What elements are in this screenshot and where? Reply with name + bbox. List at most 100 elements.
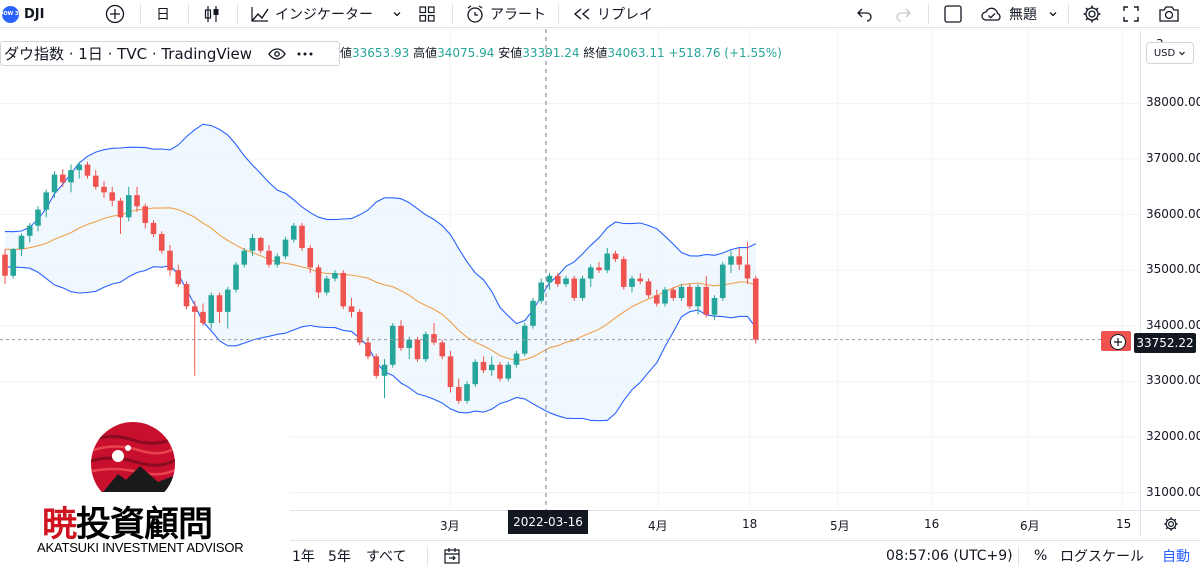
low-value: 33391.24 (522, 46, 580, 60)
candle-body (191, 306, 198, 312)
price-axis-label: 37000.00 (1146, 151, 1200, 165)
add-order-button[interactable] (1110, 334, 1126, 350)
candle-body (356, 311, 363, 343)
cloud-check-icon (981, 7, 1001, 21)
auto-scale-toggle[interactable]: 自動 (1162, 541, 1190, 570)
candle-body (373, 356, 380, 376)
percent-label: % (1034, 548, 1048, 564)
time-label: 3月 (440, 519, 460, 533)
alert-button[interactable]: アラート (465, 0, 546, 28)
clock-timezone-button[interactable]: 08:57:06 (UTC+9) (886, 541, 1013, 570)
candle-body (422, 334, 429, 360)
candle-body (381, 364, 388, 376)
candle-body (670, 289, 677, 298)
chart-type-button[interactable] (203, 0, 221, 28)
axis-settings-button[interactable] (1140, 510, 1200, 536)
indicators-icon (251, 7, 269, 22)
layout-dropdown[interactable] (1048, 0, 1058, 28)
settings-button[interactable] (1082, 0, 1102, 28)
top-toolbar: DOW 30 DJI 日 インジケーター アラート リプレイ (0, 0, 1200, 28)
candle-body (464, 384, 470, 401)
candle-body (224, 289, 231, 312)
undo-button[interactable] (856, 0, 874, 28)
indicators-dropdown[interactable] (392, 0, 402, 28)
fullscreen-icon (1123, 6, 1139, 22)
symbol-legend[interactable]: ダウ指数 · 1日 · TVC · TradingView (0, 41, 340, 66)
interval-label: 日 (156, 7, 170, 23)
candle-body (101, 186, 107, 193)
high-value: 34075.94 (437, 46, 495, 60)
snapshot-button[interactable] (1158, 0, 1180, 28)
open-value: 33653.93 (352, 46, 410, 60)
candle-body (175, 270, 182, 285)
candle-body (257, 237, 264, 251)
symbol-logo-icon: DOW 30 (0, 5, 22, 23)
candle-body (150, 222, 157, 235)
fullscreen-toggle[interactable] (943, 0, 963, 28)
percent-toggle[interactable]: % (1034, 541, 1047, 570)
layouts-button[interactable] (418, 0, 436, 28)
compare-add-button[interactable] (105, 0, 125, 28)
range-label: 1年 (292, 549, 315, 565)
candle-body (142, 206, 149, 223)
candle-body (365, 342, 371, 357)
date-range-button[interactable] (443, 541, 461, 570)
candle-body (68, 170, 74, 183)
range-label: すべて (366, 549, 407, 565)
candle-body (439, 342, 446, 357)
replay-icon (573, 8, 590, 20)
log-scale-toggle[interactable]: ログスケール (1060, 541, 1144, 570)
redo-button[interactable] (894, 0, 912, 28)
price-axis[interactable]: 3 38000.0037000.0036000.0035000.0034000.… (1140, 29, 1200, 510)
range-all-button[interactable]: すべて (366, 541, 406, 570)
candle-body (134, 195, 140, 207)
candle-body (645, 281, 652, 296)
candle-body (587, 267, 594, 279)
current-price-tag: 33752.22 (1134, 333, 1196, 353)
candle-body (538, 282, 545, 301)
alert-label: アラート (490, 7, 546, 23)
chevron-down-icon (393, 12, 401, 17)
candle-body (274, 256, 281, 265)
currency-button[interactable]: USD (1146, 42, 1194, 64)
candle-body (332, 272, 338, 279)
candle-body (505, 364, 512, 379)
ohlc-values: 値33653.93 高値34075.94 安値33391.24 終値34063.… (340, 44, 782, 61)
square-icon (944, 5, 962, 23)
price-axis-label: 31000.00 (1146, 484, 1200, 499)
symbol-search[interactable]: DOW 30 DJI (0, 0, 45, 28)
crosshair-date-tag: 2022-03-16 (508, 510, 588, 534)
time-label: 4月 (648, 519, 668, 533)
range-5y-button[interactable]: 5年 (328, 541, 351, 570)
layout-name: 無題 (1009, 7, 1037, 23)
candle-body (299, 225, 305, 248)
time-label: 6月 (1020, 519, 1040, 533)
candle-body (208, 295, 215, 324)
candle-body (92, 175, 99, 187)
maximize-button[interactable] (1122, 0, 1140, 28)
logo-kanji-red: 暁 (42, 504, 77, 545)
symbol-name: DJI (24, 6, 45, 22)
candle-body (596, 267, 602, 271)
candle-body (35, 209, 41, 226)
chevron-down-icon (1049, 12, 1057, 17)
indicators-button[interactable]: インジケーター (250, 0, 373, 28)
candle-body (84, 164, 91, 176)
interval-button[interactable]: 日 (156, 0, 170, 28)
replay-button[interactable]: リプレイ (572, 0, 653, 28)
more-dots-icon[interactable] (296, 51, 314, 57)
bollinger-lower-band (5, 265, 757, 422)
redo-icon (896, 8, 911, 22)
chevron-down-icon (1179, 51, 1186, 56)
layout-name-button[interactable]: 無題 (980, 0, 1037, 28)
high-label: 高値 (413, 46, 438, 60)
camera-icon (1159, 6, 1179, 22)
candle-body (678, 286, 685, 298)
eye-icon[interactable] (268, 47, 286, 61)
candle-body (620, 259, 627, 287)
range-label: 5年 (328, 549, 351, 565)
candle-body (307, 247, 314, 268)
range-1y-button[interactable]: 1年 (292, 541, 315, 570)
candle-body (315, 267, 322, 293)
price-axis-label: 32000.00 (1146, 429, 1200, 443)
